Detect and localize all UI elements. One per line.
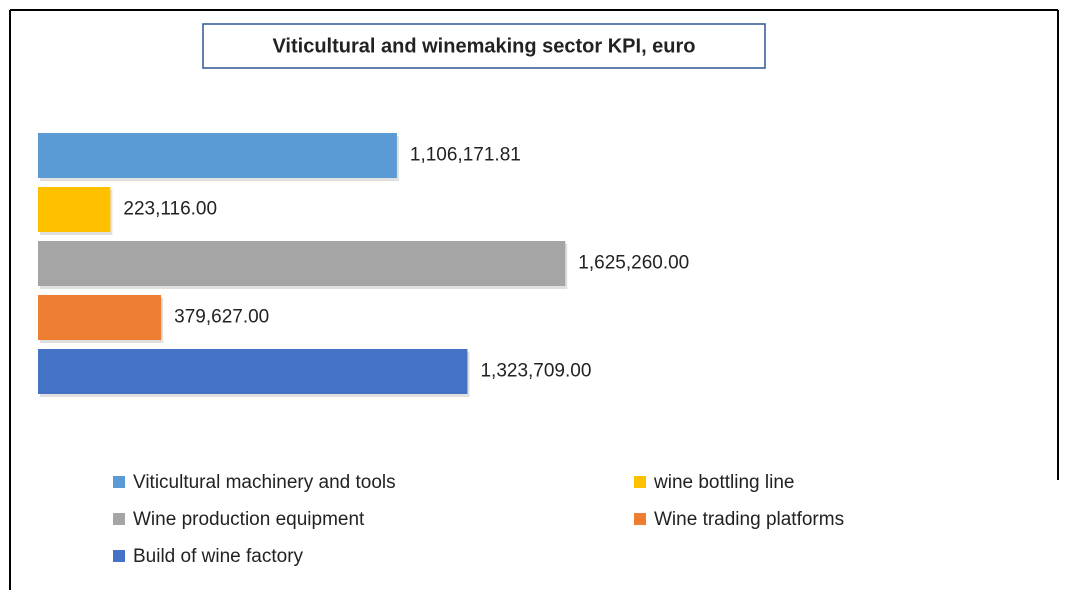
legend-label: wine bottling line [653,472,794,493]
legend-swatch [113,476,125,488]
title-box [202,23,766,69]
legend-swatch [634,476,646,488]
chart-title: Viticultural and winemaking sector KPI, … [272,35,695,57]
legend-label: Wine trading platforms [654,509,844,530]
legend-label: Viticultural machinery and tools [133,472,396,493]
data-label: 1,625,260.00 [578,253,689,274]
legend-label: Wine production equipment [133,509,365,530]
bar [38,241,566,286]
bar [38,133,397,178]
data-label: 379,627.00 [174,307,269,328]
legend-label: Build of wine factory [133,546,304,567]
data-label: 223,116.00 [123,199,217,220]
bar [38,349,468,394]
legend-swatch [113,513,125,525]
bar [38,187,111,232]
legend-swatch [634,513,646,525]
data-label: 1,106,171.81 [410,145,521,166]
bar [38,295,162,340]
legend-swatch [113,550,125,562]
data-label: 1,323,709.00 [480,361,591,382]
